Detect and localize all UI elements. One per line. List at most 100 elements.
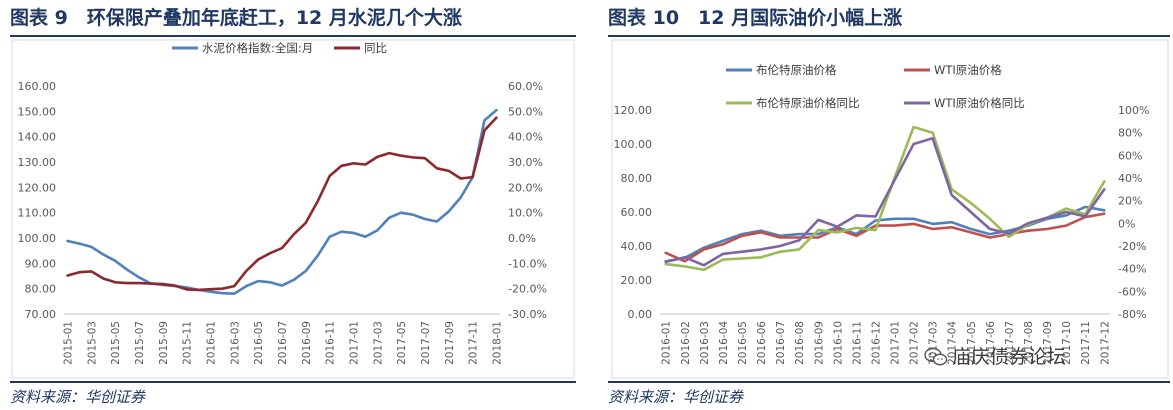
left-left-y-tick-label: 100.00 (18, 232, 57, 245)
left-top-rule (10, 35, 576, 37)
right-x-tick-label: 2017-01 (890, 321, 902, 365)
left-chart-frame (11, 39, 575, 379)
left-legend-label-1: 水泥价格指数:全国:月 (202, 41, 313, 55)
right-right-y-tick-label: 60% (1118, 149, 1142, 162)
left-x-tick-label: 2017-05 (396, 321, 408, 365)
left-x-tick-label: 2017-09 (444, 321, 456, 365)
left-right-y-tick-label: 10.0% (508, 207, 543, 220)
right-right-y-tick-label: -80% (1118, 308, 1146, 321)
left-x-tick-label: 2016-03 (229, 321, 241, 365)
right-x-tick-label: 2016-06 (756, 321, 768, 365)
left-right-y-tick-label: -10.0% (508, 257, 547, 270)
right-x-tick-label: 2016-05 (737, 321, 749, 365)
left-series-line-2 (66, 116, 498, 292)
right-x-tick-label: 2016-02 (680, 321, 692, 365)
right-x-tick-label: 2017-02 (909, 321, 921, 365)
right-left-y-tick-label: 20.00 (621, 274, 653, 287)
left-left-y-tick-label: 80.00 (25, 283, 57, 296)
left-x-tick-label: 2017-01 (348, 321, 360, 365)
left-right-y-tick-label: -30.0% (508, 308, 547, 321)
right-left-y-tick-label: 0.00 (628, 308, 653, 321)
right-right-y-tick-label: 100% (1118, 104, 1149, 117)
left-left-y-tick-label: 150.00 (18, 105, 57, 118)
right-x-tick-label: 2016-10 (832, 321, 844, 365)
left-legend-label-2: 同比 (364, 41, 387, 55)
right-figure-panel: 图表 10 12 月国际油价小幅上涨 0.00 20.00 40.00 60.00 80… (606, 0, 1173, 410)
right-right-y-tick-label: 0% (1118, 217, 1135, 230)
left-left-y-tick-label: 70.00 (25, 308, 57, 321)
right-oil-chart: 0.00 20.00 40.00 60.00 80.00 100.00 120.00 -80%… (611, 39, 1169, 379)
right-x-tick-label: 2016-09 (813, 321, 825, 365)
right-legend-label-4: WTI原油价格同比 (934, 96, 1025, 110)
left-series-line-1 (66, 108, 498, 296)
right-right-y-tick-label: -60% (1118, 285, 1146, 298)
left-right-y-tick-label: 30.0% (508, 156, 543, 169)
left-cement-chart: 70.00 80.00 90.00 100.00 110.00 120.00 130.00 1… (11, 39, 575, 379)
right-x-tick-label: 2017-11 (1080, 321, 1092, 365)
left-figure-title: 图表 9 环保限产叠加年底赶工，12 月水泥几个大涨 (10, 7, 462, 29)
right-chart-frame (611, 39, 1169, 379)
right-bottom-rule (608, 381, 1170, 383)
right-right-y-tick-label: 40% (1118, 172, 1142, 185)
left-right-y-tick-label: -20.0% (508, 283, 547, 296)
right-x-tick-label: 2017-07 (1004, 321, 1016, 365)
right-x-tick-label: 2016-03 (699, 321, 711, 365)
watermark-text: 庙庆债券论坛 (952, 346, 1067, 368)
left-left-y-tick-label: 140.00 (18, 131, 57, 144)
right-x-tick-label: 2016-08 (794, 321, 806, 365)
left-x-tick-label: 2015-01 (63, 321, 75, 365)
left-x-tick-label: 2015-11 (182, 321, 194, 365)
right-x-tick-label: 2016-04 (718, 321, 730, 365)
right-x-tick-label: 2017-09 (1042, 321, 1054, 365)
right-x-tick-label: 2016-12 (870, 321, 882, 365)
left-x-tick-label: 2015-05 (110, 321, 122, 365)
right-right-y-tick-label: 20% (1118, 195, 1142, 208)
left-figure-panel: 图表 9 环保限产叠加年底赶工，12 月水泥几个大涨 70.00 80.00 90.… (0, 0, 578, 410)
left-x-tick-label: 2015-03 (86, 321, 98, 365)
left-left-y-tick-label: 160.00 (18, 80, 57, 93)
left-x-tick-label: 2016-09 (301, 321, 313, 365)
left-x-tick-label: 2017-07 (420, 321, 432, 365)
right-x-tick-label: 2017-12 (1099, 321, 1111, 365)
left-source-note: 资料来源：华创证券 (10, 388, 146, 406)
right-x-tick-label: 2016-11 (851, 321, 863, 365)
right-x-tick-label: 2016-07 (775, 321, 787, 365)
right-left-y-tick-label: 120.00 (614, 104, 653, 117)
right-x-tick-label: 2017-08 (1023, 321, 1035, 365)
right-top-rule (608, 35, 1170, 37)
left-left-y-tick-label: 130.00 (18, 156, 57, 169)
right-x-tick-label: 2017-04 (947, 321, 959, 365)
left-left-y-tick-label: 110.00 (18, 207, 57, 220)
right-source-note: 资料来源：华创证券 (608, 388, 744, 406)
left-right-y-tick-label: 40.0% (508, 131, 543, 144)
right-series-line-4 (664, 137, 1106, 267)
left-x-tick-label: 2017-11 (468, 321, 480, 365)
right-right-y-tick-label: -40% (1118, 263, 1146, 276)
right-x-tick-label: 2017-05 (966, 321, 978, 365)
right-series-line-2 (664, 212, 1106, 263)
wechat-icon (924, 347, 948, 366)
right-left-y-tick-label: 40.00 (621, 240, 653, 253)
right-right-y-tick-label: -20% (1118, 240, 1146, 253)
left-x-tick-label: 2016-01 (206, 321, 218, 365)
right-left-y-tick-label: 60.00 (621, 206, 653, 219)
left-left-y-tick-label: 120.00 (18, 181, 57, 194)
left-x-tick-label: 2016-11 (325, 321, 337, 365)
left-left-y-tick-label: 90.00 (25, 257, 57, 270)
watermark: 庙庆债券论坛 (924, 342, 1066, 369)
left-right-y-tick-label: 20.0% (508, 181, 543, 194)
right-left-y-tick-label: 80.00 (621, 172, 653, 185)
left-x-tick-label: 2015-07 (134, 321, 146, 365)
right-left-y-tick-label: 100.00 (614, 138, 653, 151)
left-bottom-rule (10, 381, 576, 383)
left-right-y-tick-label: 0.0% (508, 232, 536, 245)
left-x-tick-label: 2015-09 (158, 321, 170, 365)
right-figure-title: 图表 10 12 月国际油价小幅上涨 (608, 7, 903, 29)
left-x-tick-label: 2016-07 (277, 321, 289, 365)
left-right-y-tick-label: 60.0% (508, 80, 543, 93)
left-x-tick-label: 2018-01 (491, 321, 503, 365)
right-legend-label-3: 布伦特原油价格同比 (756, 96, 860, 110)
right-x-tick-label: 2017-06 (985, 321, 997, 365)
right-x-tick-label: 2017-10 (1061, 321, 1073, 365)
left-x-tick-label: 2016-05 (253, 321, 265, 365)
